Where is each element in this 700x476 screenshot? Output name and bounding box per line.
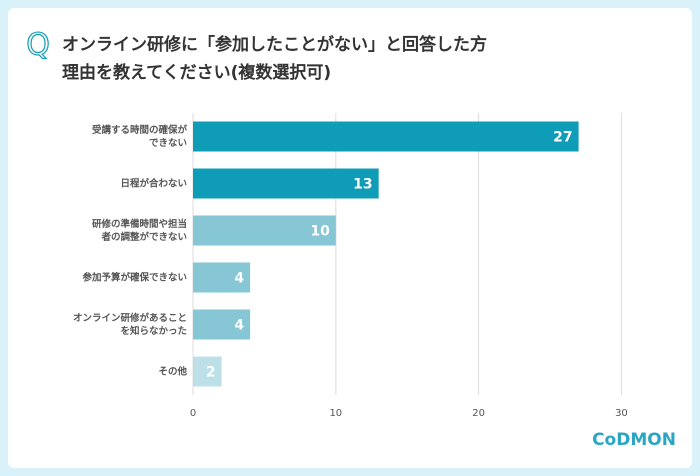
q-mark: Q xyxy=(26,28,50,63)
value-label: 2 xyxy=(206,365,216,381)
y-tick-label: オンライン研修があること を知らなかった xyxy=(72,312,187,337)
bar xyxy=(193,215,336,246)
y-tick-label: 研修の準備時間や担当 者の調整ができない xyxy=(91,218,187,243)
bar xyxy=(193,309,251,340)
chart-title: 理由を教えてください(複数選択可) xyxy=(62,62,331,83)
bar xyxy=(193,356,222,387)
x-tick-label: 0 xyxy=(190,408,196,419)
bar xyxy=(193,168,379,199)
value-label: 10 xyxy=(310,224,330,240)
chart-title: オンライン研修に「参加したことがない」と回答した方 xyxy=(62,34,487,55)
x-tick-label: 30 xyxy=(615,408,628,419)
value-label: 13 xyxy=(353,177,372,193)
y-tick-label: その他 xyxy=(158,366,187,377)
value-label: 27 xyxy=(553,130,572,146)
x-tick-label: 10 xyxy=(329,408,342,419)
value-label: 4 xyxy=(234,318,244,334)
y-tick-label: 受講する時間の確保が できない xyxy=(91,124,187,149)
x-tick-label: 20 xyxy=(472,408,485,419)
bar xyxy=(193,262,251,293)
bar xyxy=(193,121,579,152)
y-tick-label: 日程が合わない xyxy=(120,178,187,189)
logo: CoDMON xyxy=(592,430,676,450)
value-label: 4 xyxy=(234,271,244,287)
y-tick-label: 参加予算が確保できない xyxy=(82,272,187,283)
